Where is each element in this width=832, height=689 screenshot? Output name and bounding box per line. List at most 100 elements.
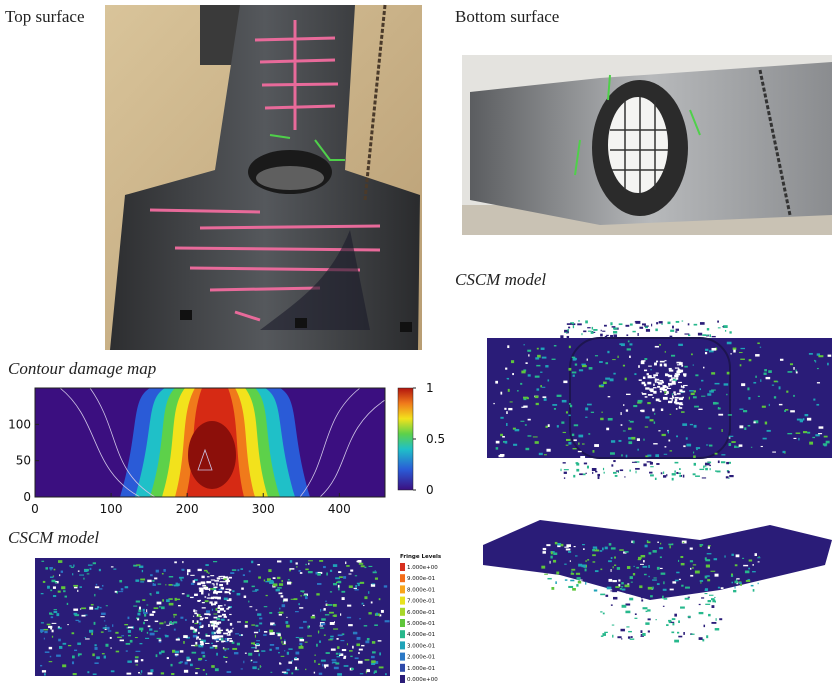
speckle xyxy=(748,568,750,570)
speckle xyxy=(528,374,531,376)
speckle xyxy=(566,411,568,413)
speckle xyxy=(595,550,600,552)
speckle xyxy=(187,572,188,575)
speckle xyxy=(672,478,674,481)
speckle xyxy=(648,618,651,620)
speckle xyxy=(585,407,588,410)
speckle xyxy=(174,585,179,587)
speckle xyxy=(641,555,646,557)
speckle xyxy=(285,621,288,624)
speckle xyxy=(205,564,208,566)
speckle xyxy=(751,585,754,586)
speckle xyxy=(265,581,270,582)
speckle xyxy=(646,611,648,612)
speckle xyxy=(251,642,254,644)
speckle xyxy=(749,359,752,361)
speckle xyxy=(623,430,626,431)
speckle xyxy=(50,628,52,630)
speckle xyxy=(672,618,676,620)
speckle xyxy=(622,605,627,608)
speckle xyxy=(772,452,776,453)
speckle xyxy=(536,388,539,390)
speckle xyxy=(591,412,594,413)
speckle xyxy=(739,444,743,446)
speckle xyxy=(323,566,326,568)
speckle xyxy=(264,606,268,607)
speckle xyxy=(651,324,652,327)
speckle xyxy=(566,445,569,446)
speckle xyxy=(503,441,505,443)
speckle xyxy=(574,546,576,547)
speckle xyxy=(180,650,184,652)
speckle xyxy=(307,626,309,629)
speckle xyxy=(170,621,172,624)
speckle xyxy=(649,472,652,474)
speckle xyxy=(694,390,696,392)
speckle xyxy=(681,563,685,565)
speckle xyxy=(645,416,649,418)
speckle xyxy=(650,419,654,421)
speckle xyxy=(350,656,352,657)
speckle xyxy=(621,582,624,584)
speckle xyxy=(611,604,613,605)
speckle xyxy=(226,582,228,585)
speckle xyxy=(660,391,662,393)
speckle xyxy=(602,633,606,636)
speckle xyxy=(723,325,728,328)
speckle xyxy=(203,669,205,671)
speckle xyxy=(604,632,608,633)
speckle xyxy=(257,613,261,615)
speckle xyxy=(50,590,52,592)
speckle xyxy=(259,617,262,619)
speckle xyxy=(175,598,177,601)
speckle xyxy=(706,565,710,568)
speckle xyxy=(153,584,156,586)
speckle xyxy=(237,621,241,622)
speckle xyxy=(374,670,377,673)
speckle xyxy=(619,549,623,551)
speckle xyxy=(709,390,714,392)
speckle xyxy=(136,651,141,652)
speckle xyxy=(629,356,631,358)
speckle xyxy=(217,577,221,579)
speckle xyxy=(666,624,668,626)
speckle xyxy=(305,669,306,670)
speckle xyxy=(579,473,583,475)
speckle xyxy=(745,570,749,573)
speckle xyxy=(743,565,748,566)
speckle xyxy=(269,630,273,633)
speckle xyxy=(319,640,321,642)
speckle xyxy=(592,327,593,330)
speckle xyxy=(740,364,742,366)
speckle xyxy=(726,462,729,464)
speckle xyxy=(650,466,653,467)
speckle xyxy=(551,551,553,554)
speckle xyxy=(256,640,260,641)
speckle xyxy=(372,651,376,653)
speckle xyxy=(630,638,635,639)
speckle xyxy=(600,594,605,596)
speckle xyxy=(665,373,668,376)
speckle xyxy=(813,399,815,401)
speckle xyxy=(639,585,642,588)
speckle xyxy=(645,327,648,329)
speckle xyxy=(611,547,616,549)
speckle xyxy=(618,440,621,442)
speckle xyxy=(612,625,614,626)
speckle xyxy=(193,609,195,612)
speckle xyxy=(655,478,657,480)
cscm-left-label: CSCM model xyxy=(8,528,99,547)
speckle xyxy=(678,620,680,623)
speckle xyxy=(280,637,282,640)
speckle xyxy=(77,643,81,645)
speckle xyxy=(635,613,637,615)
fringe-swatch xyxy=(400,641,405,649)
speckle xyxy=(276,589,280,591)
speckle xyxy=(670,379,673,381)
speckle xyxy=(660,568,663,569)
speckle xyxy=(221,587,222,589)
speckle xyxy=(83,578,84,580)
speckle xyxy=(133,606,137,607)
speckle xyxy=(568,586,573,588)
speckle xyxy=(589,367,593,369)
